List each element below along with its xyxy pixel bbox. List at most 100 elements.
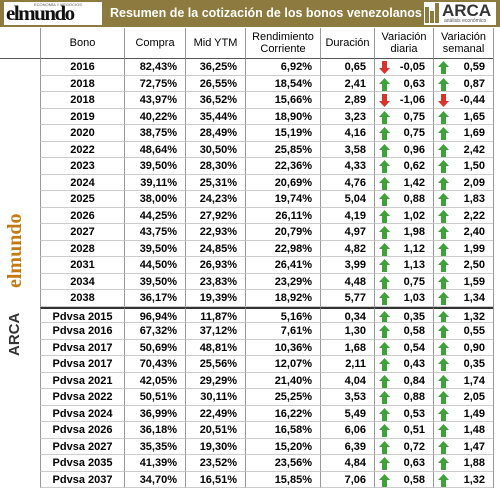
- arrow-shape: [379, 193, 390, 206]
- cell-value: 41,39%: [124, 455, 185, 472]
- cell-value: 28,49%: [185, 125, 245, 142]
- cell-text: 0,75: [403, 275, 425, 288]
- cell-value: 11,87%: [185, 306, 245, 323]
- cell-text: 25,31%: [199, 176, 237, 189]
- cell-value: 43,97%: [124, 92, 185, 109]
- cell-value: 0,58: [374, 471, 433, 488]
- cell-text: 1,50: [463, 160, 485, 172]
- cell-text: 0,54: [403, 341, 425, 354]
- arrow-up: [438, 391, 449, 404]
- cell-text: 1,48: [463, 424, 485, 436]
- arrow-shape: [438, 259, 449, 272]
- arrow-up: [379, 358, 390, 371]
- cell-text: 67,32%: [139, 325, 177, 337]
- cell-text: 1,42: [403, 176, 425, 189]
- cell-value: 44,50%: [124, 257, 185, 274]
- cell-value: 2,05: [433, 389, 493, 406]
- cell-value: 1,99: [433, 240, 493, 257]
- cell-text: -0,44: [459, 94, 485, 106]
- cell-text: 15,66%: [274, 94, 312, 106]
- cell-text: 1,98: [403, 226, 425, 238]
- cell-text: 0,51: [403, 424, 425, 436]
- column-header: Compra: [124, 28, 185, 59]
- cell-value: 1,34: [433, 290, 493, 307]
- cell-value: 0,51: [374, 422, 433, 439]
- cell-text: 3,23: [344, 110, 366, 123]
- cell-text: 1,69: [463, 127, 485, 139]
- arrow-shape: [438, 110, 449, 124]
- cell-text: 3,58: [344, 143, 366, 156]
- cell-value: 0,63: [374, 455, 433, 472]
- cell-text: 2,11: [345, 358, 366, 370]
- arrow-up: [379, 275, 390, 289]
- cell-value: 0,75: [374, 125, 433, 142]
- arrow-up: [438, 310, 449, 323]
- cell-text: 4,84: [344, 457, 366, 469]
- cell-value: 50,51%: [124, 389, 185, 406]
- arrow-up: [438, 209, 449, 223]
- cell-text: 30,50%: [199, 143, 237, 156]
- cell-text: 2022: [70, 143, 95, 156]
- cell-value: 21,40%: [245, 372, 320, 389]
- arrow-up: [379, 391, 390, 404]
- arrow-shape: [379, 391, 390, 404]
- cell-value: 4,48: [320, 273, 374, 290]
- arrow-shape: [379, 176, 390, 190]
- cell-text: 4,04: [344, 374, 366, 387]
- cell-value: 4,97: [320, 224, 374, 241]
- cell-text: 30,11%: [200, 391, 237, 403]
- cell-text: 0,55: [463, 325, 485, 337]
- arrow-up: [438, 341, 449, 355]
- cell-text: 26,41%: [274, 259, 312, 271]
- cell-value: 38,00%: [124, 191, 185, 208]
- bond-name: 2024: [40, 174, 124, 191]
- arrow-shape: [438, 424, 449, 437]
- cell-text: 25,25%: [274, 391, 312, 403]
- cell-text: 3,99: [344, 259, 366, 271]
- arrow-shape: [438, 440, 449, 454]
- arrow-up: [379, 226, 390, 239]
- cell-text: 1,74: [463, 374, 485, 387]
- arrow-up: [438, 292, 449, 305]
- cell-text: 0,58: [403, 473, 425, 486]
- arrow-up: [438, 259, 449, 272]
- cell-value: 1,88: [433, 455, 493, 472]
- arrow-up: [379, 473, 390, 487]
- cell-text: 2018: [70, 94, 95, 106]
- cell-text: 10,36%: [274, 341, 312, 354]
- cell-text: 1,32: [463, 473, 485, 486]
- arrow-shape: [438, 310, 449, 323]
- cell-value: 1,02: [374, 207, 433, 224]
- cell-text: 43,97%: [139, 94, 177, 106]
- cell-value: 0,54: [374, 339, 433, 356]
- cell-text: 1,88: [463, 457, 485, 469]
- cell-value: 6,06: [320, 422, 374, 439]
- cell-text: 20,51%: [199, 424, 237, 436]
- cell-value: 1,65: [433, 108, 493, 125]
- cell-value: 1,32: [433, 306, 493, 323]
- cell-value: 34,70%: [124, 471, 185, 488]
- cell-text: 1,65: [463, 110, 485, 123]
- arrow-up: [438, 358, 449, 371]
- cell-value: 1,74: [433, 372, 493, 389]
- cell-text: -1,06: [399, 94, 425, 106]
- cell-value: -0,05: [374, 59, 433, 76]
- arrow-shape: [379, 127, 390, 140]
- arrow-up: [379, 77, 390, 91]
- arrow-shape: [379, 77, 390, 91]
- cell-value: 0,63: [374, 75, 433, 92]
- cell-text: 2,40: [463, 226, 485, 238]
- cell-value: 1,32: [433, 471, 493, 488]
- arrow-shape: [438, 61, 449, 74]
- arrow-up: [438, 160, 449, 173]
- cell-text: 1,99: [463, 242, 485, 255]
- cell-text: 23,56%: [274, 457, 312, 469]
- cell-text: 1,49: [463, 407, 485, 420]
- cell-value: 2,89: [320, 92, 374, 109]
- cell-text: 6,39: [344, 440, 366, 453]
- cell-value: 23,56%: [245, 455, 320, 472]
- cell-value: 15,19%: [245, 125, 320, 142]
- cell-text: 72,75%: [139, 77, 177, 90]
- arrow-up: [379, 310, 390, 323]
- arrow-up: [379, 440, 390, 454]
